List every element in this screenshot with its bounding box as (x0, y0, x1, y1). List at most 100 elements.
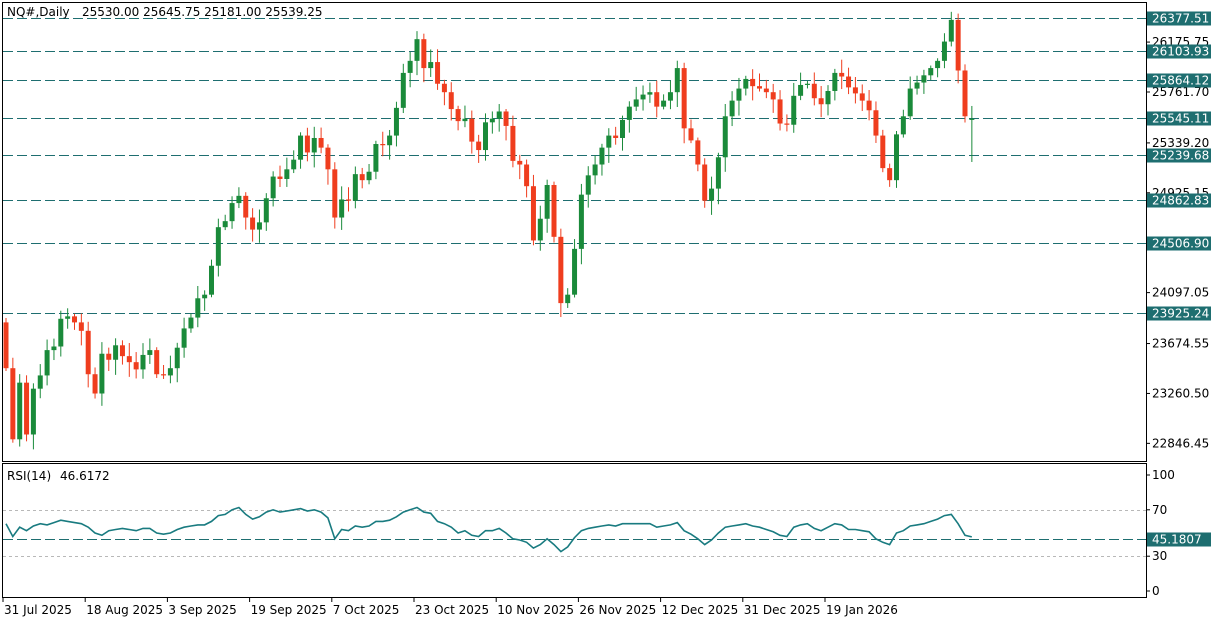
candle-bear (119, 345, 125, 357)
level-label: 25545.11 (1152, 112, 1209, 126)
candle-bull (229, 203, 235, 222)
candle-bear (818, 98, 824, 105)
candle-bull (140, 354, 146, 370)
candle-bull (483, 122, 488, 151)
candle-bull (195, 298, 201, 318)
candle-bull (736, 88, 742, 101)
candle-bull (291, 159, 297, 170)
rsi-level-label-bg (1147, 532, 1211, 547)
candle-bear (503, 111, 509, 126)
candle-bear (304, 135, 310, 153)
level-label-bg (1147, 193, 1211, 208)
candle-bull (167, 368, 173, 376)
candle-bear (777, 99, 783, 124)
candle-bull (393, 107, 399, 136)
candle-bear (332, 169, 338, 218)
level-label: 24862.83 (1152, 194, 1209, 208)
candle-bull (298, 135, 304, 160)
level-label: 23925.24 (1152, 307, 1209, 321)
price-tick-label: 25761.70 (1152, 85, 1209, 99)
candle-bull (606, 135, 612, 148)
candle-bull (428, 62, 434, 69)
candle-bull (181, 328, 187, 348)
candle-bull (58, 318, 64, 347)
candle-bull (489, 118, 495, 123)
candle-bull (537, 218, 543, 241)
candle-bull (928, 68, 934, 76)
candle-bull (44, 350, 50, 376)
candle-bear (681, 68, 687, 129)
date-tick-label: 31 Dec 2025 (744, 603, 821, 617)
candle-bull (722, 116, 728, 158)
candle-bear (955, 19, 961, 71)
candle-bull (914, 82, 920, 89)
candle-bear (441, 83, 447, 93)
candle-bear (469, 118, 475, 142)
rsi-tick-label: 100 (1152, 468, 1175, 482)
candle-bear (551, 184, 557, 237)
price-panel (2, 2, 1147, 462)
candle-bear (510, 125, 516, 161)
candle-bear (133, 362, 139, 370)
date-tick-label: 19 Sep 2025 (251, 603, 327, 617)
candle-bear (695, 140, 701, 165)
candle-bear (10, 368, 16, 440)
candle-bull (65, 316, 71, 319)
candle-bull (743, 78, 749, 89)
candle-bull (647, 92, 653, 95)
candle-bear (277, 176, 283, 179)
candle-bull (263, 198, 269, 223)
level-label-bg (1147, 73, 1211, 88)
candle-bull (825, 90, 831, 105)
candle-bull (674, 68, 680, 93)
candle-bull (400, 72, 406, 108)
level-label: 25239.68 (1152, 149, 1209, 163)
level-label-bg (1147, 306, 1211, 321)
candle-bull (414, 39, 420, 61)
rsi-axis: 100 70 30 0 45.1807 (1146, 468, 1211, 598)
candle-bull (798, 84, 804, 96)
candle-bear (78, 322, 84, 331)
candle-bull (715, 157, 721, 189)
price-tick-label: 22846.45 (1152, 436, 1209, 450)
candle-bull (174, 347, 180, 369)
candle-bear (873, 110, 879, 136)
candle-bull (147, 350, 153, 355)
candle-bull (352, 174, 358, 201)
date-tick-label: 10 Nov 2025 (497, 603, 574, 617)
level-label-bg (1147, 148, 1211, 163)
candle-bear (784, 123, 790, 125)
candle-bull (941, 41, 947, 61)
candle-bear (448, 92, 454, 110)
support-resistance-levels (3, 18, 1146, 314)
candle-bull (311, 137, 317, 153)
candle-bull (387, 135, 393, 146)
candle-bull (188, 317, 194, 329)
candle-bear (154, 350, 160, 375)
candle-bull (366, 171, 372, 181)
candle-bull (99, 353, 105, 394)
candle-bear (859, 93, 865, 101)
candle-bull (270, 176, 276, 199)
candle-bear (702, 164, 708, 201)
candle-bear (161, 374, 167, 376)
candle-bear (325, 147, 331, 170)
candle-bear (846, 76, 852, 88)
candlestick-series (3, 11, 975, 450)
price-tick-label: 23260.50 (1152, 386, 1209, 400)
candle-bear (654, 92, 660, 107)
candle-bull (496, 111, 502, 119)
candle-bear (880, 135, 886, 169)
candle-bear (852, 87, 858, 94)
date-tick-label: 12 Dec 2025 (662, 603, 739, 617)
candle-bear (770, 92, 776, 100)
candle-bear (688, 128, 694, 141)
candle-bull (565, 294, 571, 304)
candle-bull (236, 195, 242, 204)
candle-bear (455, 109, 461, 122)
rsi-series (5, 506, 972, 553)
date-axis: 31 Jul 2025 18 Aug 2025 3 Sep 2025 19 Sep 2… (2, 597, 898, 617)
candle-bear (72, 316, 77, 323)
candle-bull (30, 388, 36, 435)
candle-bull (832, 72, 838, 91)
